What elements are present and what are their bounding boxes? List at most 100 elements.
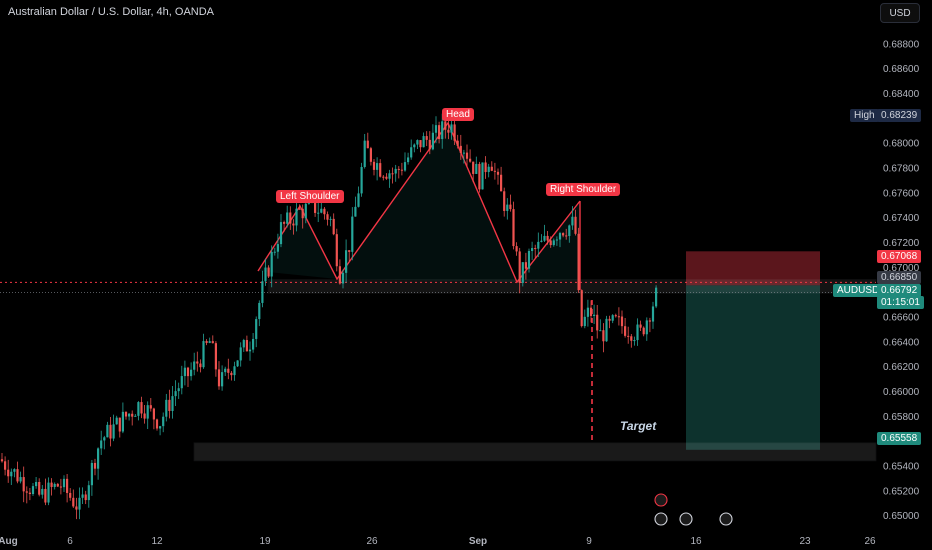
- candle-body: [534, 248, 537, 250]
- candle-body: [648, 320, 651, 322]
- candle-body: [450, 124, 453, 133]
- entry-value-badge: 0.66850: [877, 271, 922, 284]
- candle-body: [140, 402, 143, 414]
- candle-body: [180, 376, 183, 389]
- candle-body: [252, 338, 255, 350]
- candle-body: [400, 169, 403, 171]
- right-shoulder-label[interactable]: Right Shoulder: [546, 183, 621, 196]
- candle-body: [472, 161, 475, 174]
- candle-body: [109, 424, 112, 439]
- candle-body: [537, 241, 540, 249]
- candle-body: [428, 139, 431, 150]
- currency-button[interactable]: USD: [880, 3, 920, 23]
- time-tick-label: 23: [799, 536, 811, 547]
- candle-body: [487, 166, 490, 173]
- candle-body: [583, 316, 586, 327]
- candle-body: [642, 327, 645, 335]
- candle-body: [478, 163, 481, 190]
- candle-body: [162, 416, 165, 427]
- price-tick-label: 0.66400: [883, 337, 920, 348]
- price-tick-label: 0.65200: [883, 486, 920, 497]
- candle-body: [261, 281, 264, 303]
- economic-event-icon: [719, 512, 733, 526]
- candle-body: [422, 136, 425, 148]
- candle-body: [159, 426, 162, 429]
- time-tick-label: 26: [366, 536, 378, 547]
- candle-body: [87, 485, 90, 501]
- candle-body: [199, 363, 202, 368]
- left-shoulder-label[interactable]: Left Shoulder: [276, 190, 344, 203]
- price-tick-label: 0.68600: [883, 64, 920, 75]
- price-tick-label: 0.67200: [883, 238, 920, 249]
- candle-body: [456, 140, 459, 146]
- candle-body: [338, 266, 341, 284]
- price-tick-label: 0.66000: [883, 387, 920, 398]
- candle-body: [425, 136, 428, 140]
- candle-body: [341, 272, 345, 284]
- candle-body: [624, 326, 627, 336]
- price-tick-label: 0.67000: [883, 263, 920, 274]
- candle-body: [493, 170, 496, 172]
- price-tick-label: 0.66200: [883, 362, 920, 373]
- candle-body: [103, 437, 106, 441]
- candle-body: [565, 235, 568, 237]
- candle-body: [459, 145, 462, 153]
- candle-body: [453, 124, 456, 141]
- candle-body: [196, 361, 199, 364]
- time-tick-label: Aug: [0, 536, 18, 547]
- candle-body: [562, 233, 565, 236]
- candle-body: [301, 208, 304, 219]
- candle-body: [242, 340, 245, 348]
- candle-body: [481, 162, 484, 190]
- candle-body: [589, 307, 593, 316]
- time-tick-label: 12: [151, 536, 163, 547]
- candle-body: [382, 176, 385, 178]
- candle-body: [441, 121, 444, 140]
- candle-body: [258, 302, 261, 320]
- candle-body: [475, 163, 478, 174]
- candle-body: [28, 492, 31, 495]
- candle-body: [438, 125, 441, 140]
- candle-body: [571, 216, 574, 226]
- candle-body: [211, 341, 214, 344]
- candle-body: [112, 424, 115, 439]
- candle-body: [270, 251, 273, 277]
- candle-body: [490, 166, 493, 171]
- candle-body: [407, 157, 410, 163]
- candle-body: [385, 176, 388, 179]
- candle-body: [630, 336, 633, 341]
- candle-body: [332, 218, 335, 235]
- time-tick-label: 16: [690, 536, 702, 547]
- candle-body: [13, 469, 16, 472]
- candle-body: [360, 166, 363, 194]
- candle-body: [50, 482, 53, 487]
- candle-body: [286, 212, 289, 224]
- candle-body: [193, 361, 196, 370]
- candle-body: [230, 372, 233, 376]
- symbol-badge: AUDUSD: [833, 284, 884, 297]
- candle-body: [59, 486, 62, 488]
- candle-body: [22, 477, 25, 492]
- candle-body: [354, 206, 357, 217]
- candle-body: [295, 208, 298, 226]
- time-tick-label: 9: [586, 536, 592, 547]
- candle-body: [16, 469, 19, 482]
- candle-body: [376, 163, 379, 170]
- candle-body: [100, 440, 103, 449]
- candle-body: [608, 318, 611, 321]
- candle-body: [84, 494, 87, 501]
- candle-body: [655, 287, 658, 307]
- candle-body: [509, 204, 512, 210]
- candle-body: [75, 506, 78, 510]
- target-label[interactable]: Target: [620, 419, 657, 433]
- economic-event-icon: [654, 493, 668, 507]
- candle-body: [121, 411, 124, 432]
- candle-body: [555, 239, 558, 241]
- candle-body: [217, 369, 221, 387]
- candle-body: [465, 152, 469, 159]
- candle-body: [521, 262, 524, 283]
- candle-body: [115, 417, 118, 425]
- head-label[interactable]: Head: [442, 108, 474, 121]
- candle-body: [137, 402, 140, 416]
